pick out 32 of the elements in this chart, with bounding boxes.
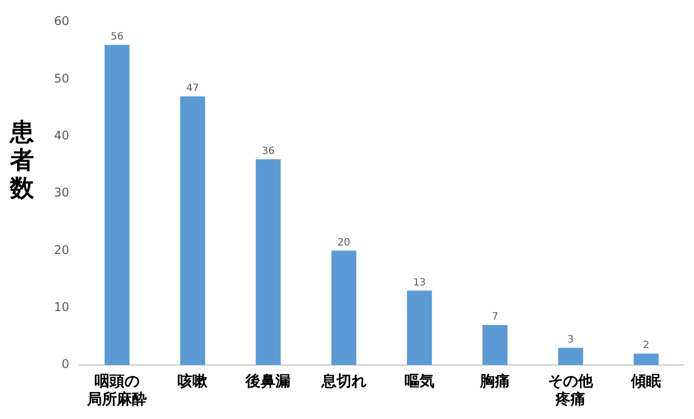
bar — [634, 354, 659, 365]
y-tick-label: 50 — [54, 71, 70, 86]
x-tick-label: 胸痛 — [479, 372, 510, 390]
x-tick-label: 咽頭の局所麻酔 — [86, 372, 148, 408]
y-axis-title: 患者数 — [10, 118, 35, 202]
data-label: 56 — [110, 31, 124, 42]
y-tick-label: 0 — [62, 357, 70, 372]
bar — [256, 159, 281, 365]
data-label: 13 — [413, 277, 426, 288]
x-tick-label: 咳嗽 — [178, 372, 209, 390]
x-tick-label: 後鼻漏 — [244, 372, 291, 390]
y-tick-label: 30 — [54, 186, 70, 200]
y-tick-label: 20 — [54, 242, 70, 257]
data-label: 2 — [643, 340, 650, 352]
bar — [180, 96, 206, 365]
y-tick-label: 40 — [54, 128, 70, 142]
data-label: 47 — [186, 82, 200, 94]
x-tick-label: 傾眠 — [630, 372, 662, 390]
y-tick-label: 60 — [54, 14, 70, 28]
bar — [406, 290, 432, 365]
data-label: 7 — [492, 312, 498, 323]
bar — [558, 348, 584, 365]
bar — [104, 44, 130, 365]
x-tick-label: 息切れ — [320, 372, 366, 390]
y-tick-label: 10 — [54, 300, 70, 314]
x-tick-label: 嘔気 — [404, 372, 434, 390]
bar — [482, 324, 508, 365]
x-tick-label: その他疼痛 — [548, 372, 594, 408]
bar — [331, 250, 356, 365]
data-label: 3 — [567, 334, 574, 346]
data-label: 36 — [262, 146, 275, 157]
data-label: 20 — [337, 237, 350, 248]
